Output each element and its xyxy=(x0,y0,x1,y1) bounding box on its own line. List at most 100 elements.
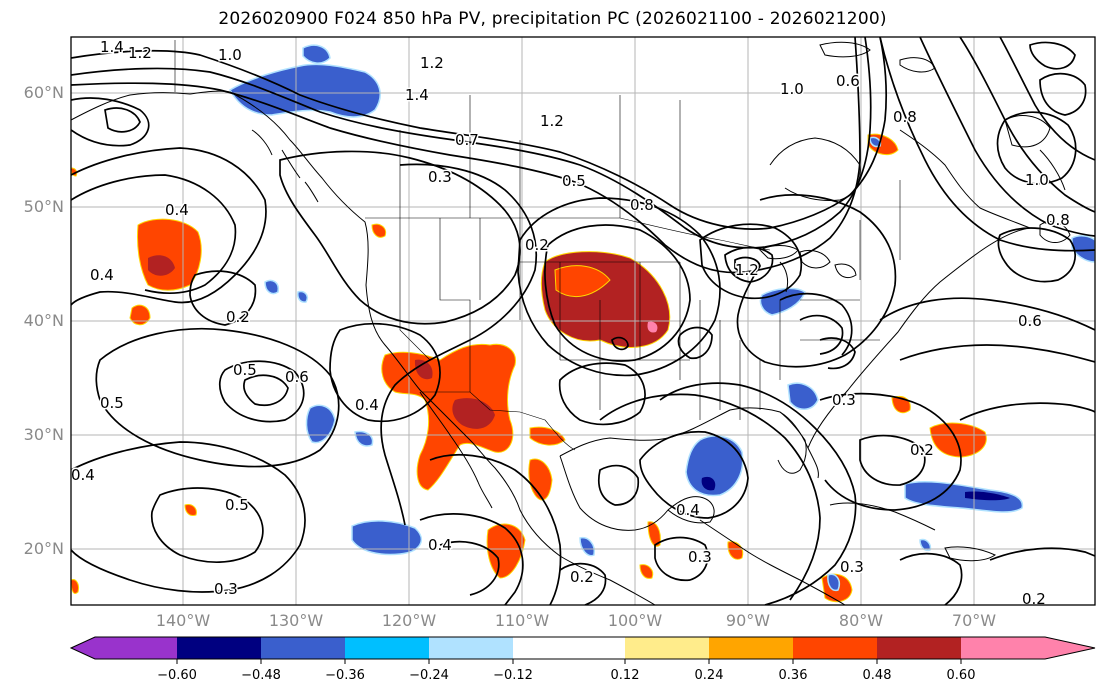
contour-label: 1.2 xyxy=(420,54,444,72)
pv-contour xyxy=(799,314,844,355)
contour-label: 1.0 xyxy=(1025,171,1049,189)
colorbar-tick-label: −0.12 xyxy=(493,668,533,683)
contour-label: 1.2 xyxy=(540,112,564,130)
contour-label: 0.6 xyxy=(1018,312,1042,330)
political-borders xyxy=(174,40,901,451)
lat-label: 50°N xyxy=(23,197,64,216)
pv-contour xyxy=(104,107,141,133)
pv-contour xyxy=(779,292,853,356)
pv-contour xyxy=(1029,41,1076,70)
colorbar-segment xyxy=(625,637,709,659)
precip-negative-area xyxy=(264,279,280,295)
colorbar-tick-label: 0.48 xyxy=(862,668,892,683)
lon-label: 110°W xyxy=(494,611,550,630)
pv-contour xyxy=(879,297,1095,331)
pv-contour xyxy=(71,147,267,306)
graticule xyxy=(71,37,1095,605)
pv-contour xyxy=(559,562,607,605)
colorbar-tick-label: −0.60 xyxy=(157,668,197,683)
us-mexico-border xyxy=(422,391,576,451)
pv-contour xyxy=(380,163,538,526)
precip-positive-area xyxy=(371,223,387,238)
contour-label: 0.2 xyxy=(910,441,934,459)
colorbar-segment xyxy=(177,637,261,659)
baja-california xyxy=(419,391,493,509)
newfoundland xyxy=(1039,221,1071,243)
pv-contours xyxy=(71,37,1095,605)
lat-label: 60°N xyxy=(23,83,64,102)
precip-positive-area xyxy=(184,504,197,516)
atlantic-coast xyxy=(807,227,1031,449)
map-panel: 1.4 1.2 1.0 1.2 1.4 0.7 1.2 0.5 0.8 1.2 … xyxy=(71,37,1095,608)
colorbar-segment xyxy=(961,637,1095,659)
pv-contour xyxy=(659,382,857,605)
precip-positive-area xyxy=(554,265,611,298)
colorbar-segment xyxy=(429,637,513,659)
contour-label: 0.7 xyxy=(455,131,479,149)
precip-negative-area xyxy=(305,404,336,444)
colorbar-tick-label: −0.24 xyxy=(409,668,449,683)
pv-contour xyxy=(218,360,305,423)
pv-contour xyxy=(1039,72,1087,116)
pv-contour xyxy=(996,111,1077,185)
pv-contour xyxy=(724,246,774,283)
contour-label: 0.5 xyxy=(562,172,586,190)
precip-negative-area xyxy=(297,290,309,303)
pv-contour xyxy=(899,552,963,605)
colorbar-segment xyxy=(261,637,345,659)
colorbar-segment xyxy=(793,637,877,659)
labrador-coast xyxy=(899,129,1031,229)
contour-label: 1.2 xyxy=(735,261,759,279)
precip-positive-area xyxy=(71,579,79,594)
pv-contour xyxy=(997,227,1076,283)
pv-contour xyxy=(819,392,962,511)
precip-positive-area xyxy=(148,255,175,276)
colorbar-tick-label: 0.24 xyxy=(694,668,724,683)
pv-contour xyxy=(544,224,691,362)
precip-negative-area xyxy=(701,476,716,491)
contour-label: 1.4 xyxy=(405,86,429,104)
pv-contour xyxy=(71,97,150,147)
pv-contour xyxy=(189,270,257,326)
contour-label: 0.2 xyxy=(226,308,250,326)
pv-contour xyxy=(599,393,821,601)
pv-contour xyxy=(919,37,1095,237)
lon-label: 100°W xyxy=(607,611,663,630)
precip-negative-area xyxy=(904,480,1024,513)
lon-label: 140°W xyxy=(155,611,211,630)
colorbar-segment xyxy=(345,637,429,659)
map-frame xyxy=(70,36,1096,606)
pv-contour xyxy=(736,194,897,368)
contour-label: 1.0 xyxy=(218,46,242,64)
cuba xyxy=(829,502,936,531)
contour-label: 0.2 xyxy=(1022,590,1046,608)
lon-label: 80°W xyxy=(838,611,884,630)
lon-label: 120°W xyxy=(381,611,437,630)
precip-positive-area xyxy=(381,343,516,491)
pv-contour xyxy=(959,402,1095,421)
precip-positive-area xyxy=(929,422,987,458)
precip-positive-area xyxy=(528,458,553,501)
contour-label: 0.4 xyxy=(428,536,452,554)
precip-positive-area xyxy=(639,564,654,579)
pv-contour xyxy=(654,536,709,582)
colorbar-tick-label: 0.36 xyxy=(778,668,808,683)
pv-contour xyxy=(71,441,306,593)
contour-label: 0.4 xyxy=(165,201,189,219)
pv-contour xyxy=(95,327,340,468)
precip-negative-area xyxy=(869,136,882,148)
precip-positive-area xyxy=(137,218,202,291)
lat-label: 30°N xyxy=(23,425,64,444)
contour-label: 0.5 xyxy=(233,361,257,379)
contour-label: 1.0 xyxy=(780,80,804,98)
contour-label: 0.6 xyxy=(285,368,309,386)
lon-label: 90°W xyxy=(725,611,771,630)
pv-contour xyxy=(243,374,289,407)
pv-contour xyxy=(699,223,803,300)
pv-contour xyxy=(439,540,500,596)
precip-positive-area xyxy=(414,359,433,380)
precip-positive-area xyxy=(486,523,526,579)
contour-label: 0.4 xyxy=(355,396,379,414)
pv-contour xyxy=(71,174,237,295)
